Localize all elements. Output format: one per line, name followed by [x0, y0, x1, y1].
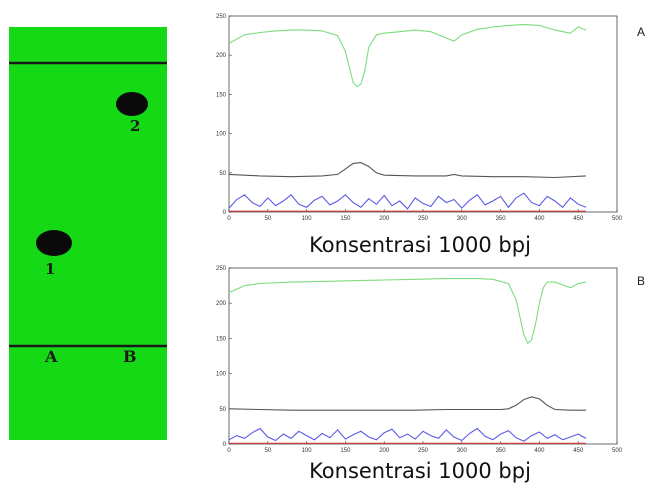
chart-a-series-line-0	[228, 24, 587, 88]
chart-b-x-tick-label-0: 0	[227, 448, 231, 454]
tlc-spot-1	[36, 230, 72, 256]
caption-a: Konsentrasi 1000 bpj	[309, 233, 531, 257]
chart-b-x-tick-label-4: 200	[379, 448, 390, 454]
spot-label-2: 2	[130, 117, 140, 135]
chart-a-y-tick-label-4: 200	[216, 53, 227, 59]
chart-a-x-tick-label-5: 250	[418, 216, 429, 222]
chart-b-x-tick-label-2: 100	[302, 448, 313, 454]
chart-b-x-tick-label-10: 500	[612, 448, 623, 454]
chart-b-svg: 0 50 100 150 200 250 300 350 400 450 500 0 50 100 150 2…	[216, 266, 623, 454]
tlc-plate-shading	[9, 27, 167, 440]
chart-a-x-tick-label-10: 500	[612, 216, 623, 222]
chart-b-x-tick-label-6: 300	[457, 448, 468, 454]
chart-a-x-tick-label-0: 0	[227, 216, 231, 222]
chart-b-x-tick-label-7: 350	[496, 448, 507, 454]
chart-b-x-tick-label-3: 150	[340, 448, 351, 454]
chart-a-x-tick-label-6: 300	[457, 216, 468, 222]
tlc-plate: 2 1 A B	[9, 27, 167, 440]
chart-a-x-tick-label-2: 100	[302, 216, 313, 222]
chart-b-series-line-1	[228, 396, 586, 411]
chart-a-x-tick-label-7: 350	[496, 216, 507, 222]
lane-label-b: B	[123, 347, 137, 366]
chart-panel-a: 0 50 100 150 200 250 300 350 400 450 500 0 50 100 150 2…	[207, 10, 627, 225]
chart-b-y-tick-label-0: 0	[223, 442, 227, 448]
chart-b-x-tick-label-8: 400	[534, 448, 545, 454]
panel-label-b: B	[637, 274, 646, 288]
chart-b-y-tick-label-3: 150	[216, 336, 227, 342]
chart-a-y-tick-label-1: 50	[219, 171, 226, 177]
chart-b-y-tick-label-5: 250	[216, 266, 227, 272]
chart-a-y-tick-label-2: 100	[216, 132, 227, 138]
chart-b-y-tick-label-4: 200	[216, 301, 227, 307]
chart-b-series-line-2	[228, 427, 587, 442]
chart-a-svg: 0 50 100 150 200 250 300 350 400 450 500 0 50 100 150 2…	[216, 14, 623, 222]
chart-b-y-tick-label-1: 50	[219, 407, 226, 413]
chart-b-y-tick-label-2: 100	[216, 372, 227, 378]
chart-b-plot-area	[228, 267, 618, 445]
chart-a-x-tick-label-3: 150	[340, 216, 351, 222]
chart-b-x-tick-label-1: 50	[264, 448, 271, 454]
chart-a-x-tick-label-4: 200	[379, 216, 390, 222]
chart-a-y-tick-label-3: 150	[216, 92, 227, 98]
panel-label-a: A	[637, 25, 646, 39]
chart-a-series-line-1	[228, 162, 587, 179]
chart-b-x-tick-label-5: 250	[418, 448, 429, 454]
caption-b: Konsentrasi 1000 bpj	[309, 459, 531, 483]
chart-b-x-tick-label-9: 450	[573, 448, 584, 454]
chart-a-y-tick-label-5: 250	[216, 14, 227, 20]
lane-label-a: A	[44, 347, 58, 366]
chart-a-y-tick-label-0: 0	[223, 210, 227, 216]
chart-panel-b: 0 50 100 150 200 250 300 350 400 450 500 0 50 100 150 2…	[207, 262, 627, 457]
chart-a-plot-area	[228, 15, 618, 213]
chart-a-x-tick-label-1: 50	[264, 216, 271, 222]
chart-a-x-tick-label-9: 450	[573, 216, 584, 222]
chart-b-series-line-0	[228, 278, 587, 345]
chart-a-series-line-2	[228, 192, 587, 210]
chart-a-x-tick-label-8: 400	[534, 216, 545, 222]
tlc-spot-2	[116, 92, 148, 116]
spot-label-1: 1	[45, 260, 55, 278]
